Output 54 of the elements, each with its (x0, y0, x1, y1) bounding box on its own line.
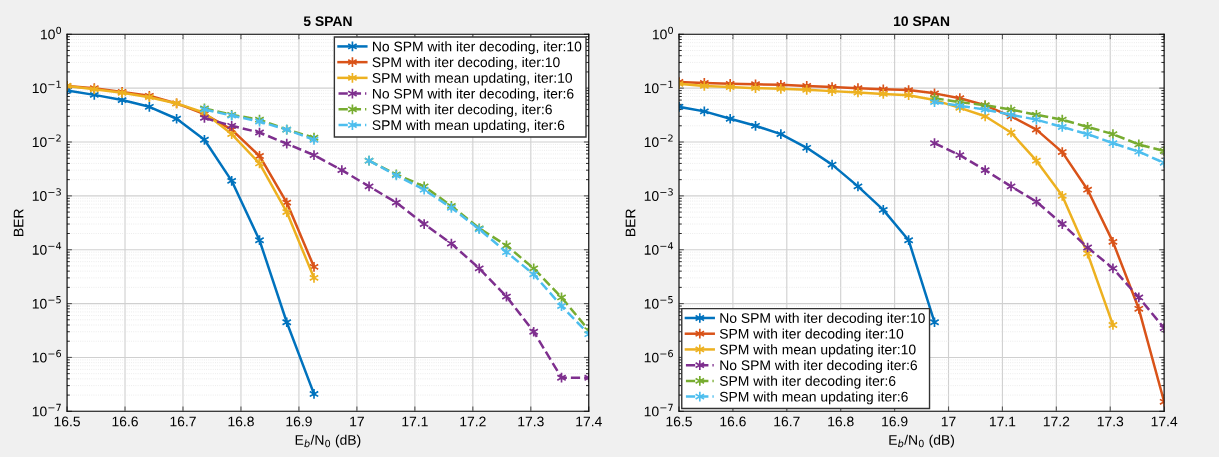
legend-label: No SPM with iter decoding, iter:6 (373, 88, 574, 102)
chart-title: 5 SPAN (303, 16, 352, 27)
x-tick-label: 17.4 (1151, 416, 1178, 427)
x-tick-label: 16.7 (170, 416, 196, 427)
x-axis-title: E$_{b}$/N$_{0}$ (dB) (295, 434, 361, 448)
y-tick-label: 10$^{−6}$ (644, 349, 674, 363)
legend-label: SPM with mean updating iter:6 (719, 391, 908, 405)
x-tick-label: 16.5 (666, 416, 692, 427)
y-tick-label: 10$^{−5}$ (644, 296, 673, 309)
x-tick-label: 17.1 (402, 416, 428, 427)
y-tick-label: 10$^{−1}$ (644, 80, 673, 94)
chart-title: 10 SPAN (894, 16, 950, 27)
x-tick-label: 17.1 (989, 416, 1016, 427)
legend-label: No SPM with iter decoding iter:10 (720, 312, 925, 326)
x-tick-label: 16.9 (882, 416, 908, 427)
legend-label: No SPM with iter decoding iter:6 (720, 359, 918, 373)
y-tick-label: 10$^{−3}$ (644, 188, 673, 201)
y-tick-label: 10$^{0}$ (41, 26, 62, 40)
legend-label: SPM with iter decoding iter:6 (719, 375, 896, 389)
y-tick-label: 10$^{−1}$ (32, 80, 61, 94)
legend-label: SPM with iter decoding, iter:10 (372, 56, 560, 70)
y-tick-label: 10$^{−4}$ (32, 242, 62, 255)
legend-label: SPM with mean updating, iter:10 (372, 72, 573, 86)
x-tick-label: 16.6 (720, 416, 746, 427)
x-tick-label: 17 (350, 416, 364, 427)
x-tick-label: 16.5 (54, 416, 80, 427)
x-tick-label: 16.8 (828, 416, 854, 427)
y-tick-label: 10$^{−5}$ (32, 296, 61, 309)
y-tick-label: 10$^{−7}$ (644, 403, 673, 417)
legend-label: SPM with iter decoding iter:10 (719, 328, 904, 342)
x-tick-label: 16.6 (112, 416, 138, 427)
y-tick-label: 10$^{0}$ (652, 26, 674, 40)
x-tick-label: 16.9 (286, 416, 312, 427)
y-tick-label: 10$^{−6}$ (32, 349, 62, 363)
x-tick-label: 17.3 (518, 416, 544, 427)
x-tick-label: 17.2 (460, 416, 486, 427)
legend-label: No SPM with iter decoding, iter:10 (373, 41, 582, 55)
y-tick-label: 10$^{−3}$ (32, 188, 61, 201)
y-tick-label: 10$^{−2}$ (644, 134, 673, 148)
x-axis-title: E$_{b}$/N$_{0}$ (dB) (889, 434, 954, 448)
x-tick-label: 17.3 (1097, 416, 1124, 427)
x-tick-label: 17 (941, 416, 956, 427)
x-tick-label: 16.8 (228, 416, 254, 427)
x-tick-label: 17.2 (1043, 416, 1070, 427)
y-axis-title: BER (625, 209, 636, 236)
x-tick-label: 16.7 (774, 416, 800, 427)
legend-label: SPM with mean updating iter:10 (719, 344, 916, 358)
legend-label: SPM with iter decoding, iter:6 (372, 104, 552, 118)
y-tick-label: 10$^{−7}$ (32, 403, 61, 417)
legend-label: SPM with mean updating, iter:6 (372, 119, 565, 133)
y-axis-title: BER (13, 209, 24, 236)
y-tick-label: 10$^{−2}$ (32, 134, 61, 148)
y-tick-label: 10$^{−4}$ (644, 242, 674, 255)
x-tick-label: 17.4 (576, 416, 602, 427)
